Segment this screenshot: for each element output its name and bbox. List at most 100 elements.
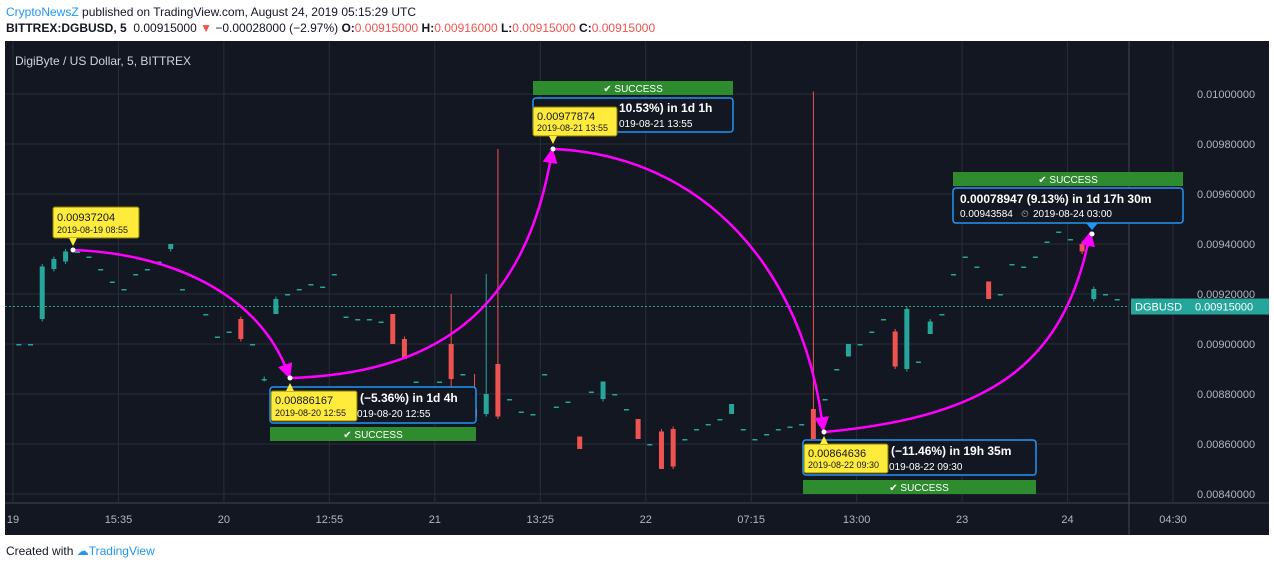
candlestick-chart[interactable]: 0.00840000 0.00860000 0.00880000 0.00900000…: [5, 41, 1269, 535]
footer: Created with ☁TradingView: [6, 543, 155, 559]
trend-arrow-1: [72, 248, 293, 379]
candle-body: [647, 444, 653, 446]
candle-body: [401, 339, 407, 359]
candle-body: [308, 284, 314, 286]
price-tag-symbol: DGBUSD: [1135, 302, 1182, 314]
candle-body: [764, 434, 770, 436]
candle-body: [133, 274, 139, 276]
candle-body: [740, 429, 746, 431]
candle-body: [588, 391, 594, 393]
created-with: Created with: [6, 544, 74, 558]
candle-body: [51, 259, 57, 269]
success-badge-5: ✔ SUCCESS: [1038, 175, 1098, 186]
measure-3-main: 10.53%) in 1d 1h: [619, 101, 712, 115]
candle-body: [1102, 294, 1108, 296]
candle-body: [98, 269, 104, 271]
pivot-point-3: [550, 146, 556, 152]
pivot-point-1: [70, 247, 76, 253]
x-tick-label: 19: [7, 514, 19, 526]
candle-body: [296, 289, 302, 291]
x-tick-label: 24: [1061, 514, 1073, 526]
candle-body: [261, 379, 267, 381]
y-tick-label: 0.01000000: [1197, 89, 1255, 101]
candle-body: [799, 424, 805, 426]
candle-body: [997, 294, 1003, 296]
last-price: 0.00915000: [133, 21, 197, 35]
candle-body: [670, 429, 676, 467]
y-tick-label: 0.00900000: [1197, 339, 1255, 351]
measure-5-main: 0.00078947 (9.13%) in 1d 17h 30m: [960, 192, 1151, 206]
candle-body: [787, 426, 793, 428]
publish-info: published on TradingView.com, August 24,…: [78, 5, 417, 19]
candle-body: [542, 374, 548, 376]
candle-body: [507, 399, 513, 401]
candle-body: [238, 319, 244, 339]
callout-4[interactable]: 0.00864636 2019-08-22 09:30: [803, 436, 889, 474]
candle-body: [916, 361, 922, 363]
candle-body: [717, 419, 723, 421]
ohlc-bar: BITTREX:DGBUSD, 5 0.00915000 ▼ −0.000280…: [6, 21, 655, 36]
measure-5-sub-time: 2019-08-24 03:00: [1033, 209, 1112, 220]
author-link[interactable]: CryptoNewsZ: [6, 5, 79, 19]
candle-body: [729, 404, 735, 414]
candle-body: [857, 344, 863, 346]
candle-body: [951, 274, 957, 276]
measure-2-main: (−5.36%) in 1d 4h: [360, 391, 458, 405]
candle-body: [623, 409, 629, 411]
tradingview-link[interactable]: TradingView: [88, 544, 155, 558]
x-tick-label: 21: [429, 514, 441, 526]
y-tick-label: 0.00980000: [1197, 139, 1255, 151]
trend-arrow-2: [291, 148, 558, 380]
candle-body: [822, 399, 828, 401]
measure-5[interactable]: ✔ SUCCESS 0.00078947 (9.13%) in 1d 17h 3…: [952, 172, 1184, 230]
x-tick-label: 12:55: [316, 514, 344, 526]
callout-2-time: 2019-08-20 12:55: [275, 408, 346, 418]
candle-body: [635, 419, 641, 439]
x-tick-label: 13:25: [527, 514, 555, 526]
candle-body: [16, 344, 22, 346]
candle-body: [250, 344, 256, 346]
candle-body: [705, 424, 711, 426]
candle-body: [880, 319, 886, 321]
candle-body: [109, 281, 115, 283]
callout-2-price: 0.00886167: [275, 395, 333, 407]
callout-1-time: 2019-08-19 08:55: [57, 225, 128, 235]
y-tick-label: 0.00880000: [1197, 389, 1255, 401]
candle-body: [168, 244, 174, 249]
candle-body: [320, 286, 326, 288]
candle-body: [869, 331, 875, 333]
candle-body: [273, 299, 279, 314]
pivot-point-5: [1089, 231, 1095, 237]
callout-4-price: 0.00864636: [808, 448, 866, 460]
candle-body: [28, 344, 34, 346]
candle-body: [752, 439, 758, 441]
candle-body: [530, 414, 536, 416]
callout-1[interactable]: 0.00937204 2019-08-19 08:55: [52, 206, 140, 246]
candle-body: [226, 331, 232, 333]
candle-body: [518, 411, 524, 413]
callout-3[interactable]: 0.00977874 2019-08-21 13:55: [532, 106, 618, 144]
clock-icon: ⏲: [1021, 209, 1029, 220]
low-label: L:: [500, 21, 513, 35]
candle-body: [86, 256, 92, 258]
candle-body: [694, 429, 700, 431]
candle-body: [156, 261, 162, 263]
candle-body: [460, 374, 466, 376]
y-tick-label: 0.00960000: [1197, 189, 1255, 201]
candle-body: [413, 381, 419, 383]
callout-4-time: 2019-08-22 09:30: [808, 460, 879, 470]
x-tick-label: 20: [218, 514, 230, 526]
candle-body: [565, 401, 571, 403]
x-tick-label: 22: [640, 514, 652, 526]
check-icon: ✔: [1038, 175, 1049, 186]
candle-body: [1021, 266, 1027, 268]
candle-body: [939, 314, 945, 316]
candle-body: [658, 431, 664, 469]
chart-panel[interactable]: 0.00840000 0.00860000 0.00880000 0.00900000…: [5, 41, 1269, 535]
candle-body: [331, 274, 337, 276]
x-tick-label: 23: [956, 514, 968, 526]
candle-body: [285, 294, 291, 296]
close-value: 0.00915000: [591, 21, 656, 35]
trend-arrow-3: [553, 147, 830, 432]
callout-2[interactable]: 0.00886167 2019-08-20 12:55: [270, 383, 358, 422]
